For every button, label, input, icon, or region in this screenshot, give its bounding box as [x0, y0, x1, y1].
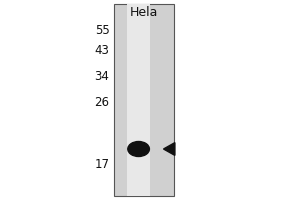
Ellipse shape	[128, 142, 149, 156]
Bar	[114, 4, 174, 196]
Text: 43: 43	[94, 45, 110, 58]
Text: 26: 26	[94, 96, 110, 108]
Text: 34: 34	[94, 71, 110, 84]
Text: Hela: Hela	[130, 6, 158, 20]
Text: 17: 17	[94, 158, 110, 171]
Polygon shape	[164, 143, 175, 155]
Bar	[128, 4, 150, 196]
Text: 55: 55	[95, 24, 110, 38]
